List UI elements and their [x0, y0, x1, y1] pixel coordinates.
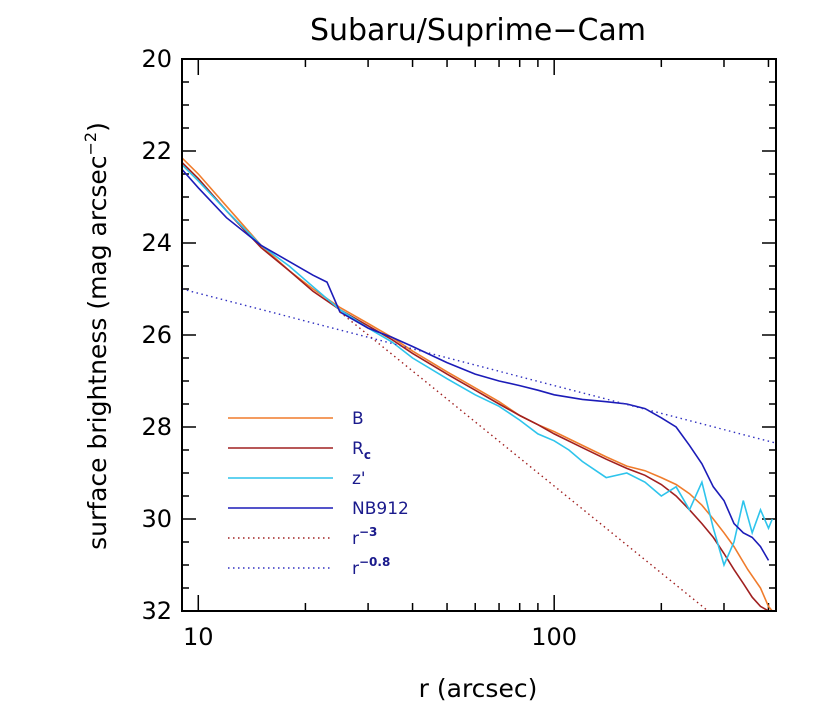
- legend-label: NB912: [352, 499, 409, 519]
- tick-marks: [181, 58, 776, 612]
- series-line-r-3: [339, 311, 710, 611]
- legend-label: r−0.8: [352, 555, 390, 579]
- series-lines: [182, 157, 776, 611]
- y-tick-label: 22: [141, 137, 172, 165]
- y-axis-label: surface brightness (mag arcsec−2): [81, 122, 112, 550]
- x-axis-label: r (arcsec): [419, 674, 538, 703]
- y-tick-label: 30: [141, 505, 172, 533]
- series-line-r-0-8: [182, 288, 776, 444]
- plot-frame: [181, 58, 777, 612]
- x-tick-label: 100: [531, 623, 577, 651]
- legend-label: z': [352, 469, 366, 489]
- legend-label: r−3: [352, 525, 377, 549]
- legend: B Rc z' NB912 r−3 r−0.8: [228, 409, 409, 579]
- chart-title: Subaru/Suprime−Cam: [310, 13, 646, 48]
- series-line-b: [182, 157, 773, 611]
- y-tick-label: 28: [141, 413, 172, 441]
- series-line-nb912: [182, 168, 770, 561]
- tick-labels: 20 22 24 26 28 30 32 10 100: [141, 45, 577, 651]
- series-line-rc: [182, 161, 769, 611]
- legend-label: Rc: [352, 439, 371, 462]
- y-tick-label: 24: [141, 229, 172, 257]
- y-axis-label-exponent: −2: [81, 132, 100, 156]
- legend-label: B: [352, 409, 364, 429]
- series-line-z-: [182, 164, 774, 568]
- y-tick-label: 32: [141, 597, 172, 625]
- y-tick-label: 20: [141, 45, 172, 73]
- y-tick-label: 26: [141, 321, 172, 349]
- y-axis-label-close: ): [83, 122, 112, 132]
- x-tick-label: 10: [183, 623, 214, 651]
